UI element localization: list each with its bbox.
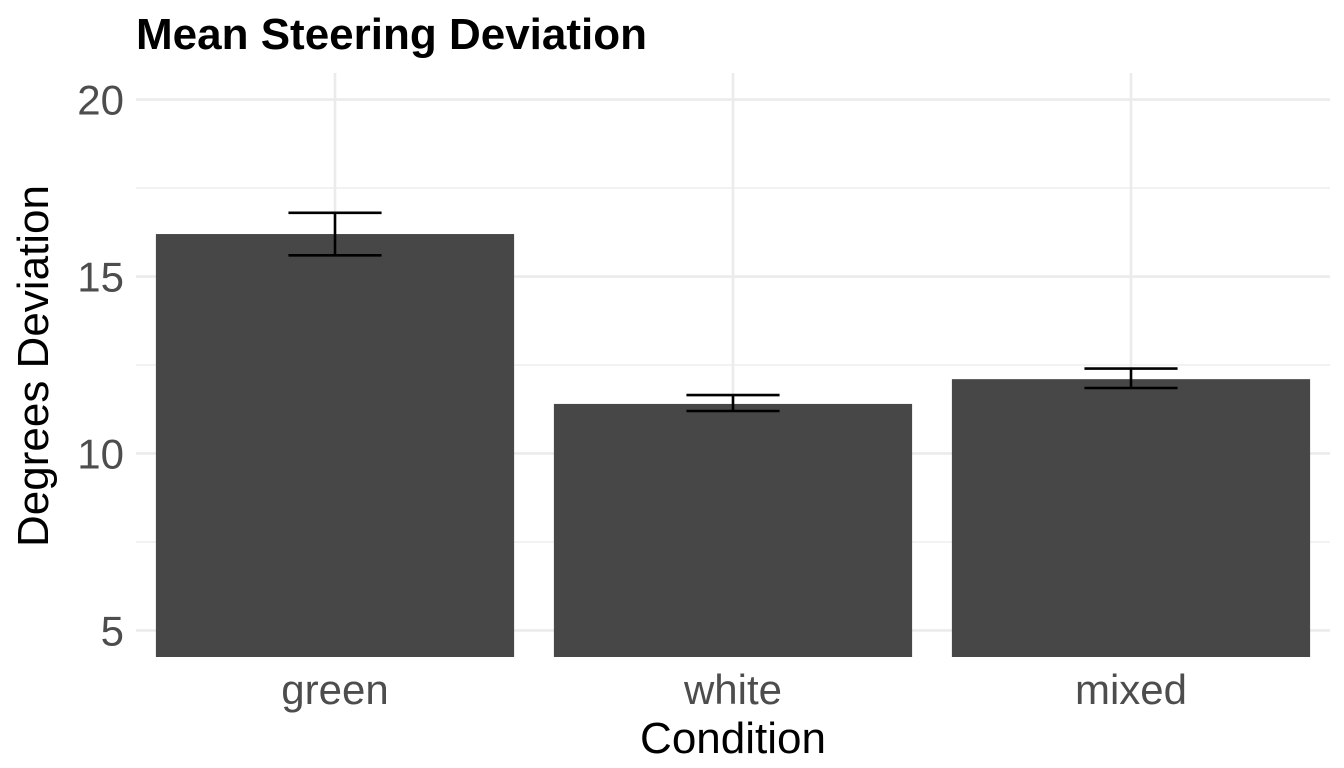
x-tick-label-green: green [281, 666, 388, 713]
error-bar-green [288, 211, 382, 257]
y-tick-label: 15 [77, 254, 124, 301]
bar-green [155, 234, 515, 657]
x-axis-title: Condition [640, 714, 826, 763]
y-tick-label: 5 [101, 607, 124, 654]
x-tick-label-mixed: mixed [1075, 666, 1187, 713]
bar-white [553, 403, 913, 657]
y-axis-title: Degrees Deviation [9, 185, 58, 547]
y-tick-label: 20 [77, 77, 124, 124]
y-axis-tick-labels: 5 10 15 20 [77, 77, 124, 655]
error-bar-white [686, 393, 780, 413]
x-axis-tick-labels: green white mixed [281, 666, 1187, 713]
error-bars [288, 211, 1178, 413]
bars [155, 234, 1311, 657]
error-bar-mixed [1084, 367, 1178, 390]
y-tick-label: 10 [77, 430, 124, 477]
bar-mixed [951, 379, 1311, 657]
x-tick-label-white: white [683, 666, 782, 713]
chart-title: Mean Steering Deviation [136, 10, 647, 59]
